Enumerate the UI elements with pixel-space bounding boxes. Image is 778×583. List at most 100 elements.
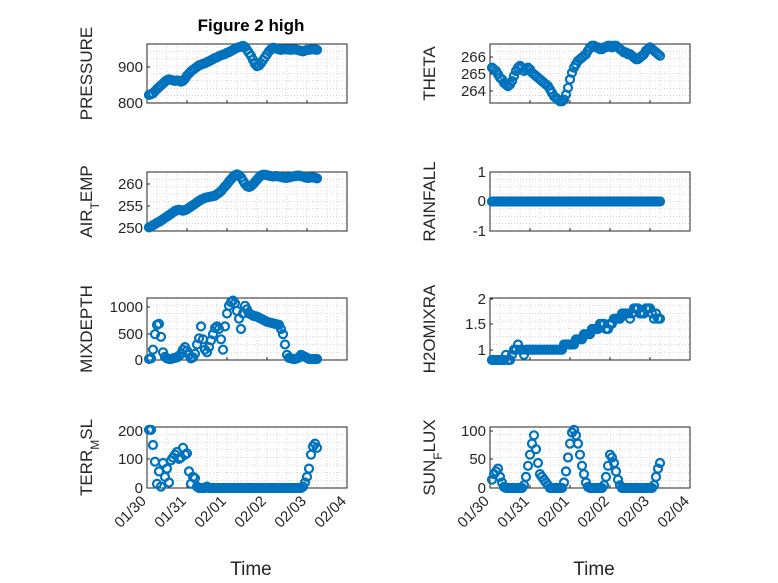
data-point: [560, 466, 572, 477]
x-tick-label: 02/04: [311, 493, 350, 532]
data-point: [149, 456, 161, 467]
panel-rainfall: -1 0 1 RAINFALL: [420, 161, 691, 242]
panel-air-temp: 250 255 260 AIRTEMP: [77, 165, 348, 238]
x-tick-label: 02/01: [534, 493, 573, 532]
data-point: [145, 424, 157, 435]
data-point: [556, 482, 568, 494]
data-point: [564, 438, 576, 449]
axes-box: [146, 171, 348, 232]
y-tick-label: -1: [473, 223, 486, 240]
data-point: [646, 308, 658, 319]
data-point: [207, 329, 219, 340]
y-axis-label: MIXDEPTH: [77, 285, 96, 373]
data-point: [578, 469, 590, 480]
data-point: [530, 444, 542, 455]
data-point: [147, 344, 159, 355]
data-point: [498, 354, 510, 366]
data-point: [305, 449, 317, 460]
data-point: [504, 354, 516, 366]
data-point: [600, 471, 612, 482]
data-point: [155, 331, 167, 342]
data-point: [191, 339, 203, 350]
data-point: [219, 321, 231, 332]
x-tick-label: 02/03: [614, 493, 653, 532]
data-point: [654, 313, 666, 324]
y-axis-label: H2OMIXRA: [420, 284, 439, 373]
y-tick-label: 100: [461, 423, 486, 440]
x-tick-label: 01/30: [454, 493, 493, 532]
y-tick-label: 50: [469, 451, 486, 468]
data-point: [644, 303, 656, 314]
data-point: [650, 471, 662, 482]
data-point: [558, 94, 570, 105]
axes-box: [489, 297, 691, 361]
y-tick-label: 255: [118, 198, 143, 215]
x-tick-label: 02/01: [191, 493, 230, 532]
x-tick-label: 01/31: [494, 493, 533, 532]
y-axis-label: THETA: [420, 46, 439, 101]
data-point: [153, 318, 165, 329]
y-tick-label: 265: [461, 66, 486, 83]
data-point: [622, 308, 634, 319]
data-point: [145, 353, 157, 364]
data-point: [201, 347, 213, 358]
y-axis-label: TERRMSL: [77, 419, 102, 496]
x-axis-label-right: Time: [573, 559, 615, 580]
y-axis-label: AIRTEMP: [77, 165, 102, 238]
data-point: [624, 313, 636, 324]
data-point: [562, 452, 574, 463]
data-point: [606, 452, 618, 463]
data-point: [612, 474, 624, 485]
y-tick-label: 1000: [110, 299, 143, 316]
data-point: [494, 471, 506, 482]
panel-pressure: 800 900 PRESSURE: [77, 27, 348, 121]
x-tick-label: 02/02: [231, 493, 270, 532]
y-tick-label: 900: [118, 59, 143, 76]
y-tick-label: 264: [461, 83, 486, 100]
panel-terr-msl: 0 100 200 TERRMSL 01/30 01/31 02/01 02/02 02/03 0…: [77, 419, 350, 531]
data-point: [558, 477, 570, 488]
x-tick-label: 01/31: [151, 493, 190, 532]
y-tick-label: 250: [118, 220, 143, 237]
y-axis-label: PRESSURE: [77, 27, 96, 121]
y-tick-label: 0: [135, 352, 143, 369]
data-point: [654, 457, 666, 469]
data-point: [311, 442, 323, 453]
axes-box: [146, 297, 348, 361]
data-point: [648, 313, 660, 324]
data-point: [574, 449, 586, 460]
data-point: [277, 329, 289, 340]
data-point: [576, 460, 588, 471]
data-point: [155, 481, 167, 492]
data-point: [189, 348, 201, 359]
data-point: [147, 439, 159, 451]
data-point: [311, 44, 323, 56]
y-tick-label: 1: [478, 164, 486, 181]
y-tick-label: 500: [118, 326, 143, 343]
data-point: [275, 323, 287, 335]
y-axis-label: RAINFALL: [420, 161, 439, 241]
data-point: [652, 48, 664, 60]
data-point: [654, 50, 666, 61]
data-point: [311, 173, 323, 184]
data-point: [522, 460, 534, 471]
y-tick-label: 100: [118, 451, 143, 468]
data-point: [195, 321, 207, 332]
data-point: [572, 438, 584, 449]
y-tick-label: 800: [118, 95, 143, 112]
y-tick-label: 260: [118, 176, 143, 193]
panel-h2omixra: 1 1.5 2 H2OMIXRA: [420, 284, 691, 373]
panel-mixdepth: 0 500 1000 MIXDEPTH: [77, 285, 348, 373]
data-point: [610, 466, 622, 477]
data-point: [235, 323, 247, 335]
data-point: [279, 339, 291, 350]
y-tick-label: 0: [135, 480, 143, 497]
data-point: [654, 196, 666, 207]
data-point: [568, 424, 580, 435]
figure-title: Figure 2 high: [198, 16, 305, 35]
data-point: [299, 477, 311, 488]
data-point: [528, 430, 540, 441]
y-tick-label: 200: [118, 423, 143, 440]
